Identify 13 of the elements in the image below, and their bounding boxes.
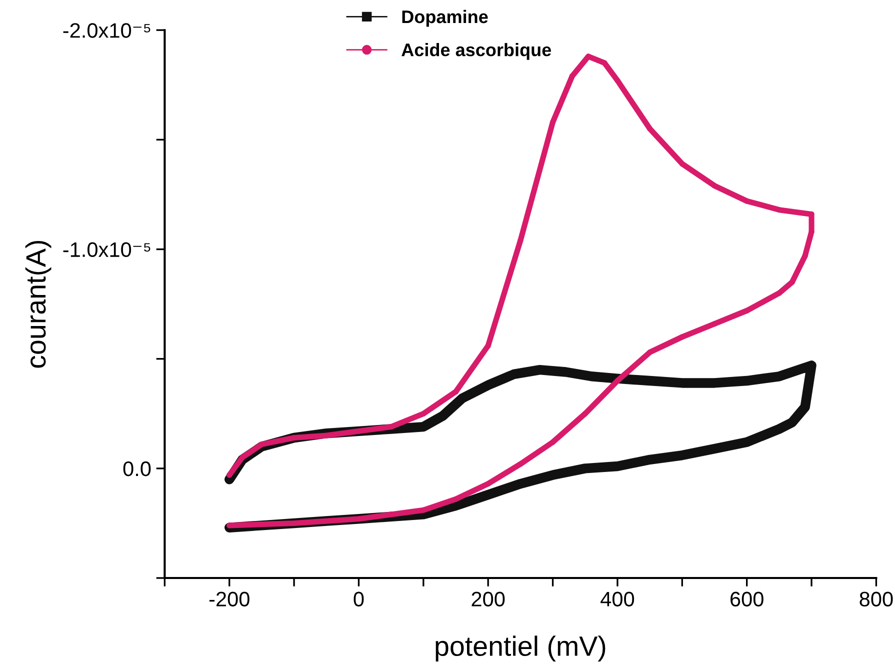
y-tick-label: 0.0 xyxy=(123,461,151,476)
x-tick-label: 0 xyxy=(354,592,364,607)
y-tick-label: -1.0x10⁻⁵ xyxy=(63,242,150,258)
y-axis-title: courant(A) xyxy=(25,240,52,368)
x-tick-label: 400 xyxy=(600,592,634,607)
legend-label: Dopamine xyxy=(402,10,488,27)
x-tick-label: 800 xyxy=(860,592,893,607)
x-tick-label: -200 xyxy=(209,592,250,607)
x-tick-label: 200 xyxy=(472,592,505,607)
x-axis-title: potentiel (mV) xyxy=(436,636,606,662)
legend-label: Acide ascorbique xyxy=(402,43,552,60)
y-tick-label: -2.0x10⁻⁵ xyxy=(63,23,150,38)
x-tick-label: 600 xyxy=(730,592,764,607)
